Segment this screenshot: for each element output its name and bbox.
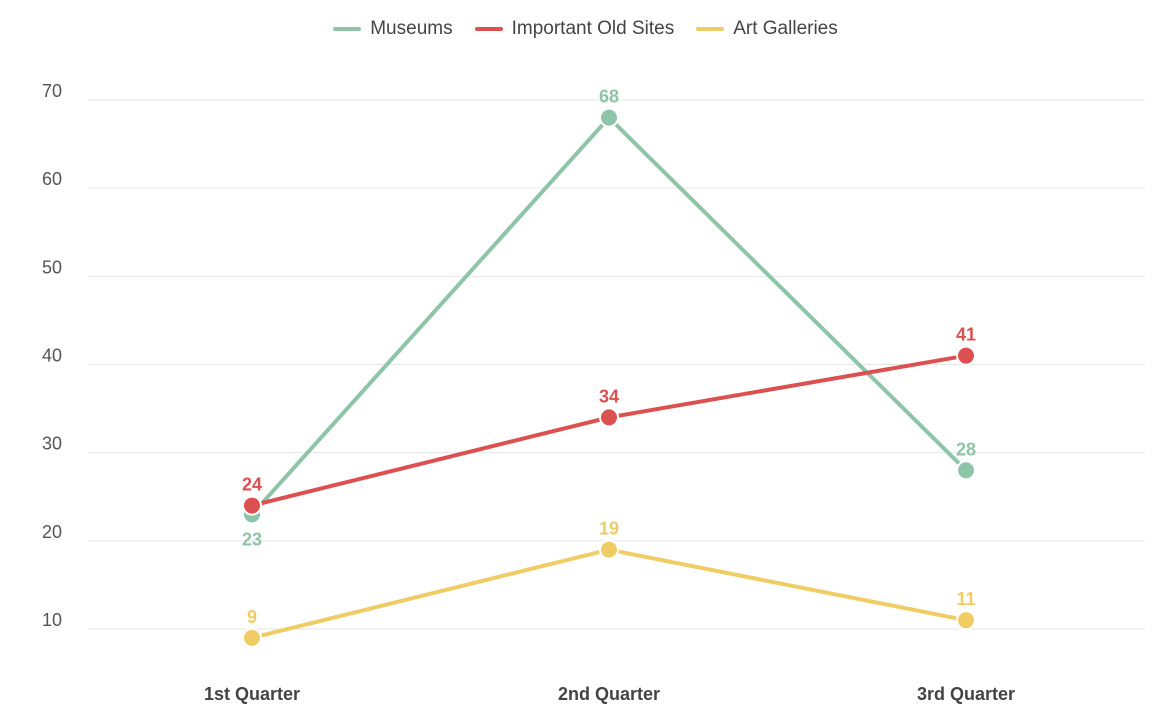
data-label-museums: 68 <box>599 87 619 107</box>
legend-label-art-galleries: Art Galleries <box>733 18 838 39</box>
data-label-art-galleries: 19 <box>599 519 619 539</box>
data-label-important-old-sites: 34 <box>599 386 619 406</box>
y-tick-label: 10 <box>42 610 62 630</box>
y-tick-label: 70 <box>42 81 62 101</box>
series-line-important-old-sites <box>250 353 968 508</box>
data-label-art-galleries: 11 <box>956 589 975 609</box>
legend-item-important-old-sites[interactable]: Important Old Sites <box>474 18 675 40</box>
legend-swatch-art-galleries <box>696 27 725 31</box>
data-point-important-old-sites <box>242 495 262 516</box>
data-label-museums: 28 <box>956 439 976 459</box>
legend-swatch-important-old-sites <box>474 27 503 31</box>
data-point-art-galleries <box>956 610 976 631</box>
y-tick-label: 40 <box>42 346 62 366</box>
legend-swatch-museums <box>333 27 362 31</box>
legend-item-museums[interactable]: Museums <box>333 18 453 40</box>
data-point-museums <box>599 107 619 128</box>
data-label-important-old-sites: 41 <box>956 325 976 345</box>
y-tick-label: 20 <box>42 522 62 542</box>
legend-item-art-galleries[interactable]: Art Galleries <box>696 18 838 40</box>
data-point-art-galleries <box>599 539 619 560</box>
chart-legend: Museums Important Old Sites Art Gallerie… <box>0 18 1171 40</box>
x-tick-label: 3rd Quarter <box>917 684 1015 704</box>
legend-label-museums: Museums <box>370 18 453 39</box>
series-line-art-galleries <box>250 547 968 640</box>
data-label-important-old-sites: 24 <box>242 475 262 495</box>
series-line-museums <box>250 115 968 517</box>
data-point-museums <box>956 460 976 481</box>
y-tick-label: 30 <box>42 434 62 454</box>
data-label-art-galleries: 9 <box>247 607 257 627</box>
x-tick-label: 1st Quarter <box>204 684 300 704</box>
x-tick-label: 2nd Quarter <box>558 684 660 704</box>
legend-label-important-old-sites: Important Old Sites <box>511 18 675 39</box>
y-tick-label: 50 <box>42 257 62 277</box>
y-tick-label: 60 <box>42 169 62 189</box>
data-label-museums: 23 <box>242 529 262 549</box>
data-point-important-old-sites <box>956 345 976 366</box>
data-point-important-old-sites <box>599 407 619 428</box>
data-point-art-galleries <box>242 627 262 648</box>
